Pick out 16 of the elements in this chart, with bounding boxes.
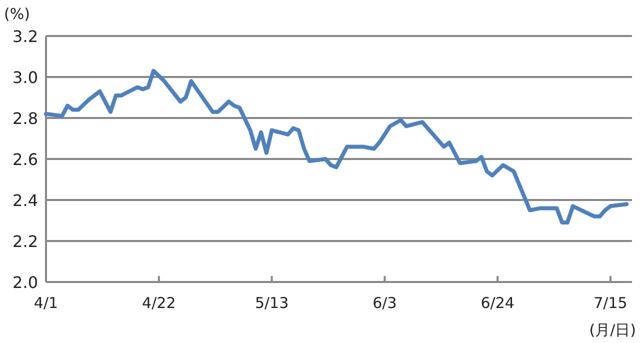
y-tick-label: 3.2 (12, 27, 38, 46)
x-tick-label: 6/24 (480, 294, 514, 312)
y-tick-label: 2.0 (12, 273, 38, 292)
y-tick-label: 2.8 (12, 109, 38, 128)
x-axis-title: (月/日) (589, 321, 636, 339)
x-tick-label: 6/3 (372, 294, 397, 312)
y-tick-label: 2.4 (12, 191, 38, 210)
y-tick-label: 2.2 (12, 232, 38, 251)
y-axis-title: (%) (4, 5, 30, 23)
line-series (44, 68, 629, 225)
y-tick-label: 3.0 (12, 68, 38, 87)
y-tick-label: 2.6 (12, 150, 38, 169)
x-tick-label: 5/13 (254, 294, 289, 312)
x-tick-label: 4/1 (34, 294, 58, 312)
x-tick-label: 7/15 (594, 294, 628, 312)
x-tick-label: 4/22 (142, 294, 176, 312)
